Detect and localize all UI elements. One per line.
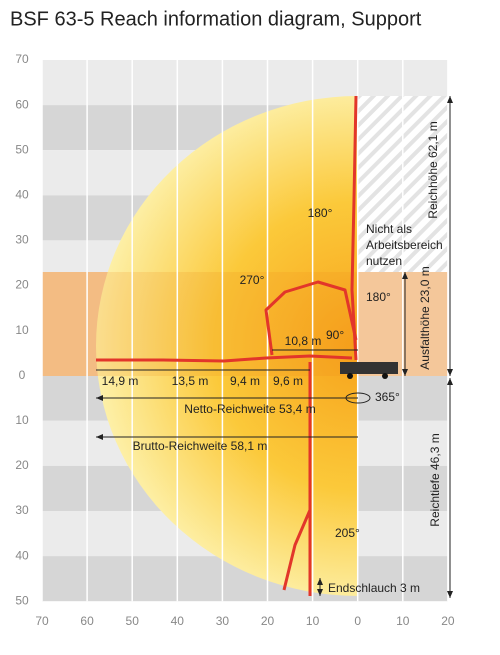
net-reach-label: Netto-Reichweite 53,4 m [184,402,315,416]
hose-label: Endschlauch 3 m [328,581,420,595]
x-tick-label: 20 [261,614,275,628]
unfold-band-overlay [42,272,358,376]
wheel [347,373,353,379]
title: BSF 63-5 Reach information diagram, Supp… [10,8,422,30]
reach-envelope [96,96,358,596]
truck [340,362,398,374]
x-tick-label: 10 [306,614,320,628]
note: Arbeitsbereich [366,238,443,252]
y-tick-label: 20 [15,458,29,472]
dimension-label: 10,8 m [285,334,322,348]
y-tick-label: 10 [15,413,29,427]
dimension-label: 9,6 m [273,374,303,388]
y-tick-label: 40 [15,548,29,562]
vertical-grid [41,60,449,602]
angle-label: 180° [366,290,391,304]
x-tick-label: 60 [80,614,94,628]
x-tick-label: 10 [396,614,410,628]
angle-label: 90° [326,328,344,342]
rotation-icon [345,392,371,404]
boom-horizontal [96,354,353,363]
x-tick-label: 20 [441,614,455,628]
y-tick-label: 40 [15,187,29,201]
x-tick-label: 30 [216,614,230,628]
y-tick-label: 0 [19,368,26,382]
angle-label: 180° [308,206,333,220]
angle-label: 205° [335,526,360,540]
y-tick-label: 60 [15,97,29,111]
gross-reach-label: Brutto-Reichweite 58,1 m [133,439,268,453]
unfold-label: Ausfalthöhe 23,0 m [418,266,432,369]
boom-hose [282,509,312,591]
boom-folded [264,280,358,356]
depth-label: Reichtiefe 46,3 m [428,433,442,526]
note: nutzen [366,254,402,268]
rotation-label: 365° [375,390,400,404]
dimension-label: 14,9 m [102,374,139,388]
wheel [382,373,388,379]
y-tick-label: 50 [15,593,29,607]
y-tick-label: 10 [15,323,29,337]
x-tick-label: 50 [126,614,140,628]
y-tick-label: 30 [15,233,29,247]
y-tick-label: 20 [15,278,29,292]
x-tick-label: 40 [171,614,185,628]
height-label: Reichhöhe 62,1 m [426,121,440,218]
dimension-label: 9,4 m [230,374,260,388]
dimension-label: 13,5 m [172,374,209,388]
y-tick-label: 70 [15,52,29,66]
angle-label: 270° [240,273,265,287]
y-tick-label: 30 [15,503,29,517]
x-tick-label: 70 [35,614,49,628]
y-tick-label: 50 [15,142,29,156]
x-tick-label: 0 [354,614,361,628]
note: Nicht als [366,222,412,236]
